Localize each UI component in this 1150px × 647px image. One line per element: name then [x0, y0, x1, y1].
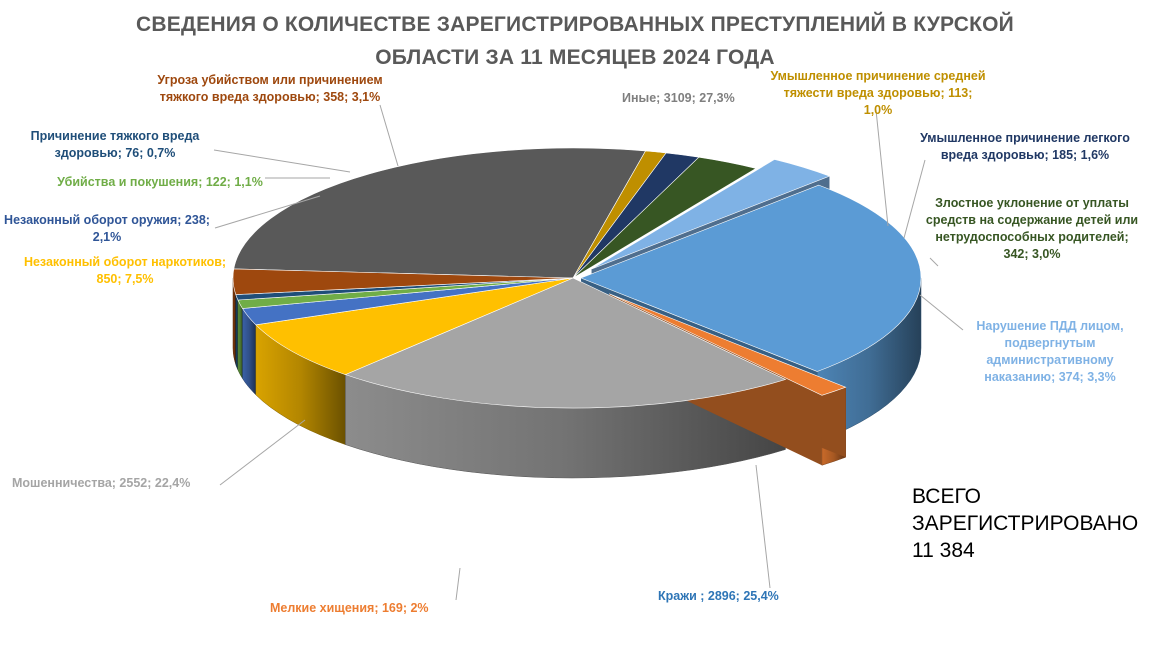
slice-label-light-harm: Умышленное причинение легкого вреда здор…: [920, 131, 1130, 162]
slice-traffic-violation: [591, 159, 831, 270]
slice-side-murders: [237, 299, 243, 380]
slice-label-other: Иные; 3109; 27,3%: [622, 91, 735, 105]
slice-petty-theft: [609, 293, 847, 396]
chart-title: СВЕДЕНИЯ О КОЛИЧЕСТВЕ ЗАРЕГИСТРИРОВАННЫХ…: [136, 13, 1014, 69]
total-registered-label: ВСЕГО ЗАРЕГИСТРИРОВАНО 11 384: [912, 485, 1139, 562]
slice-label-drugs: Незаконный оборот наркотиков; 850; 7,5%: [23, 255, 227, 286]
slice-label-fraud: Мошенничества; 2552; 22,4%: [12, 476, 191, 490]
slice-alimony-evasion: [572, 156, 757, 279]
leader-line-traffic-violation: [919, 294, 964, 331]
leader-line-death-threat: [379, 104, 399, 167]
leader-line-moderate-harm: [875, 109, 889, 227]
slice-label-grave-harm: Причинение тяжкого вреда здоровью; 76; 0…: [30, 129, 200, 160]
leader-line-weapons: [214, 195, 321, 229]
slice-label-murders: Убийства и покушения; 122; 1,1%: [57, 175, 263, 189]
slice-drugs: [255, 277, 574, 375]
slice-label-weapons: Незаконный оборот оружия; 238; 2,1%: [4, 213, 210, 244]
leader-line-light-harm: [903, 159, 926, 239]
leader-line-thefts: [755, 464, 771, 589]
leader-line-alimony-evasion: [929, 257, 939, 267]
slice-label-petty-theft: Мелкие хищения; 169; 2%: [270, 601, 429, 615]
leader-line-fraud: [219, 419, 306, 486]
slice-thefts: [580, 184, 922, 372]
slice-death-threat: [232, 268, 574, 295]
slice-label-moderate-harm: Умышленное причинение средней тяжести вр…: [770, 69, 986, 117]
slice-label-death-threat: Угроза убийством или причинением тяжкого…: [157, 73, 383, 104]
slice-label-traffic-violation: Нарушение ПДД лицом, подвергнутым админи…: [976, 319, 1124, 384]
leader-line-grave-harm: [213, 149, 351, 173]
slice-fraud: [344, 277, 787, 409]
slice-side-grave-harm: [235, 294, 239, 371]
leader-line-petty-theft: [455, 567, 461, 601]
slice-other: [233, 147, 646, 279]
slice-label-alimony-evasion: Злостное уклонение от уплаты средств на …: [925, 196, 1139, 261]
slice-label-thefts: Кражи ; 2896; 25,4%: [658, 589, 779, 603]
